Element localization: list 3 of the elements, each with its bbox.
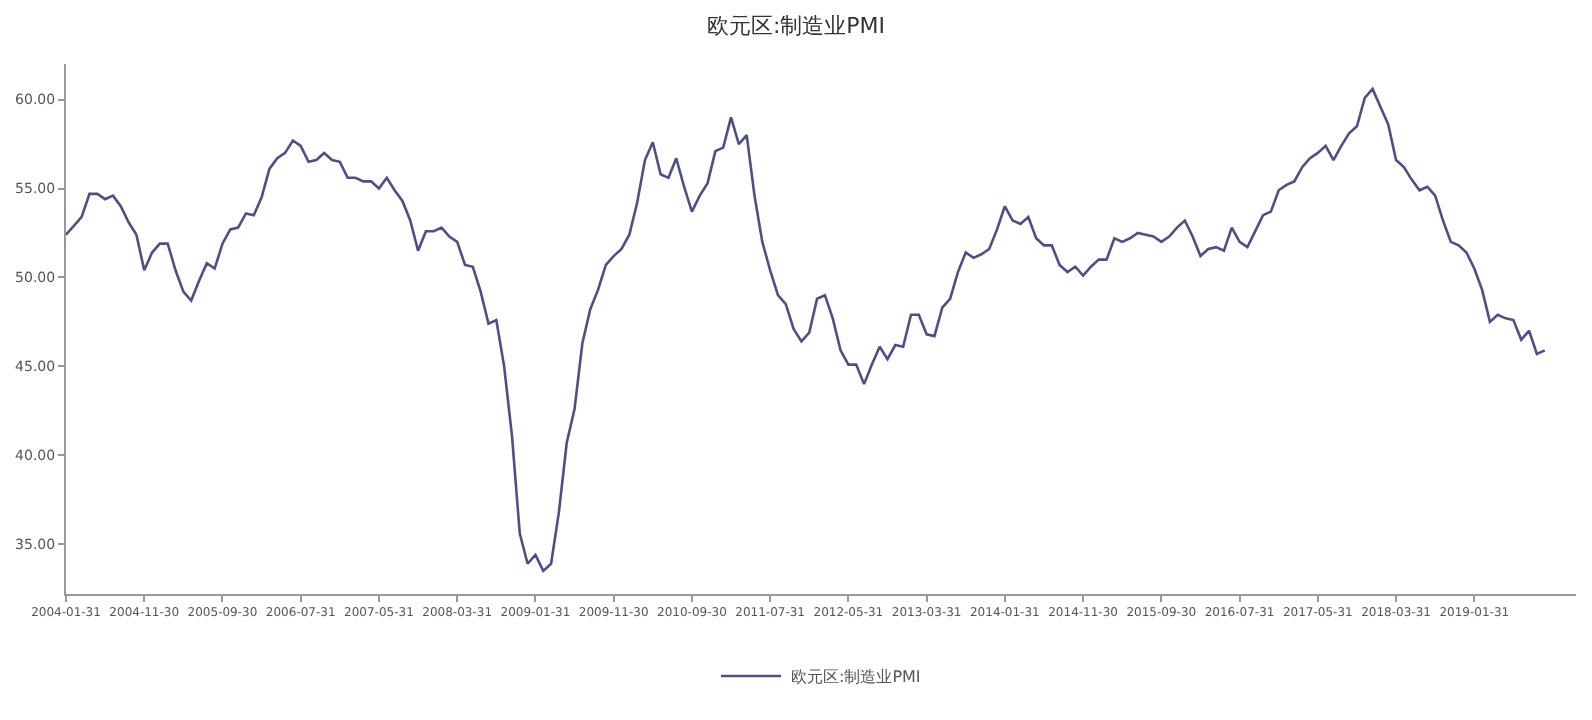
line-series xyxy=(66,87,1546,573)
legend-label: 欧元区:制造业PMI xyxy=(791,668,921,687)
chart-title: 欧元区:制造业PMI xyxy=(706,13,886,40)
